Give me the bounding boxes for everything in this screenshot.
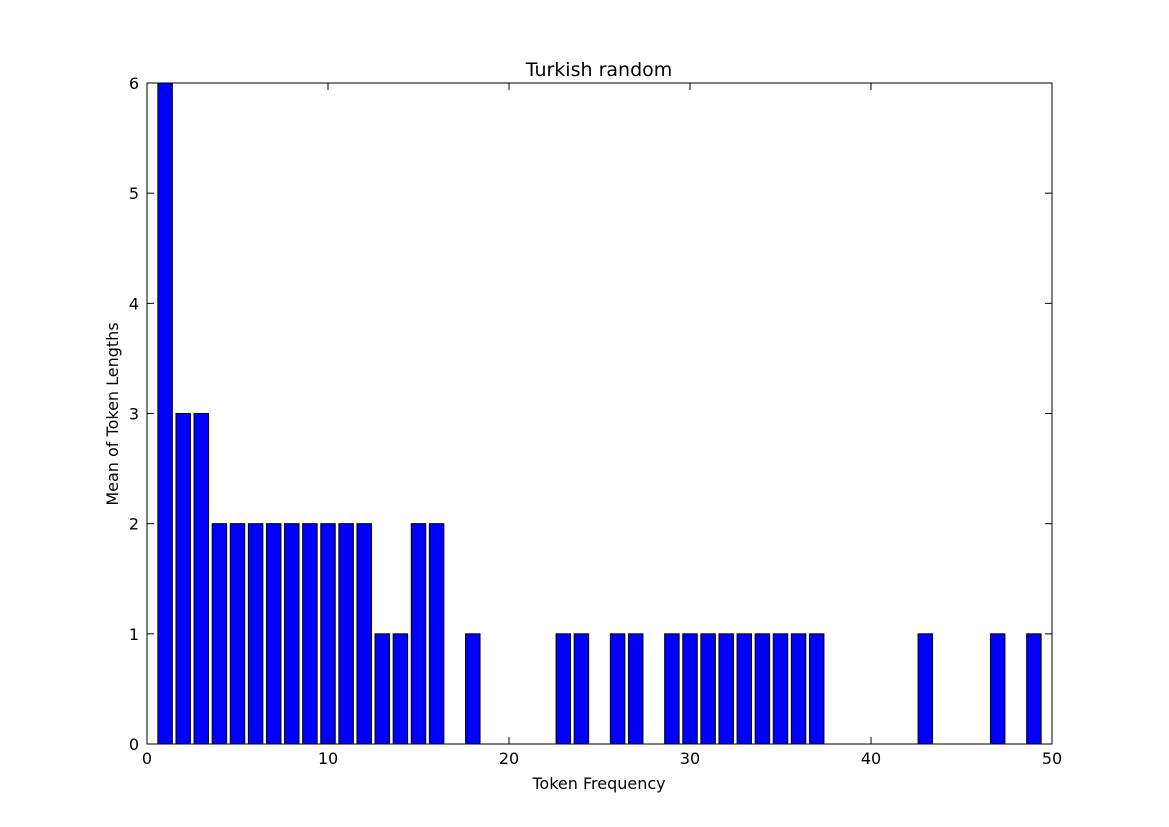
bar-30 [682, 633, 698, 745]
y-tick-label: 2 [129, 515, 139, 534]
bar-24 [573, 633, 590, 745]
bar-16 [428, 523, 445, 745]
bar-15 [410, 523, 427, 745]
y-tick-label: 4 [129, 294, 139, 313]
bar-29 [664, 633, 680, 745]
x-tick-label: 0 [142, 749, 152, 768]
x-axis-label: Token Frequency [531, 774, 665, 793]
chart-title: Turkish random [525, 59, 673, 81]
bar-9 [302, 523, 318, 745]
bar-10 [320, 523, 336, 745]
bar-31 [700, 633, 716, 745]
bar-47 [989, 633, 1006, 745]
bar-14 [392, 633, 409, 745]
x-tick-label: 50 [1042, 749, 1062, 768]
x-tick-label: 10 [318, 749, 338, 768]
bar-35 [772, 633, 789, 745]
bar-13 [374, 633, 391, 745]
bar-33 [736, 633, 753, 745]
bar-12 [356, 523, 372, 745]
bar-18 [465, 633, 481, 745]
bar-2 [175, 413, 191, 745]
bar-32 [718, 633, 734, 745]
bar-8 [284, 523, 300, 745]
bar-34 [754, 633, 771, 745]
bar-43 [917, 633, 934, 745]
bars-group [157, 82, 1042, 745]
bar-6 [247, 523, 264, 745]
bar-3 [193, 413, 210, 745]
bar-5 [229, 523, 246, 745]
bar-26 [609, 633, 626, 745]
y-axis-ticks: 0 1 2 3 4 5 6 [129, 74, 1052, 754]
x-tick-label: 40 [861, 749, 881, 768]
bar-27 [627, 633, 644, 745]
bar-11 [338, 523, 354, 745]
y-axis-label: Mean of Token Lengths [103, 322, 122, 505]
y-tick-label: 5 [129, 184, 139, 203]
y-tick-label: 1 [129, 625, 139, 644]
bar-49 [1026, 633, 1042, 745]
y-tick-label: 6 [129, 74, 139, 93]
bar-1 [157, 82, 173, 745]
y-tick-label: 3 [129, 405, 139, 424]
bar-7 [265, 523, 282, 745]
bar-4 [211, 523, 228, 745]
plot-frame [146, 82, 1053, 745]
bar-37 [808, 633, 825, 745]
bar-36 [790, 633, 807, 745]
x-tick-label: 30 [680, 749, 700, 768]
y-tick-label: 0 [129, 735, 139, 754]
x-tick-label: 20 [499, 749, 519, 768]
x-axis-ticks: 0 10 20 30 40 50 [142, 83, 1062, 768]
bar-23 [555, 633, 572, 745]
